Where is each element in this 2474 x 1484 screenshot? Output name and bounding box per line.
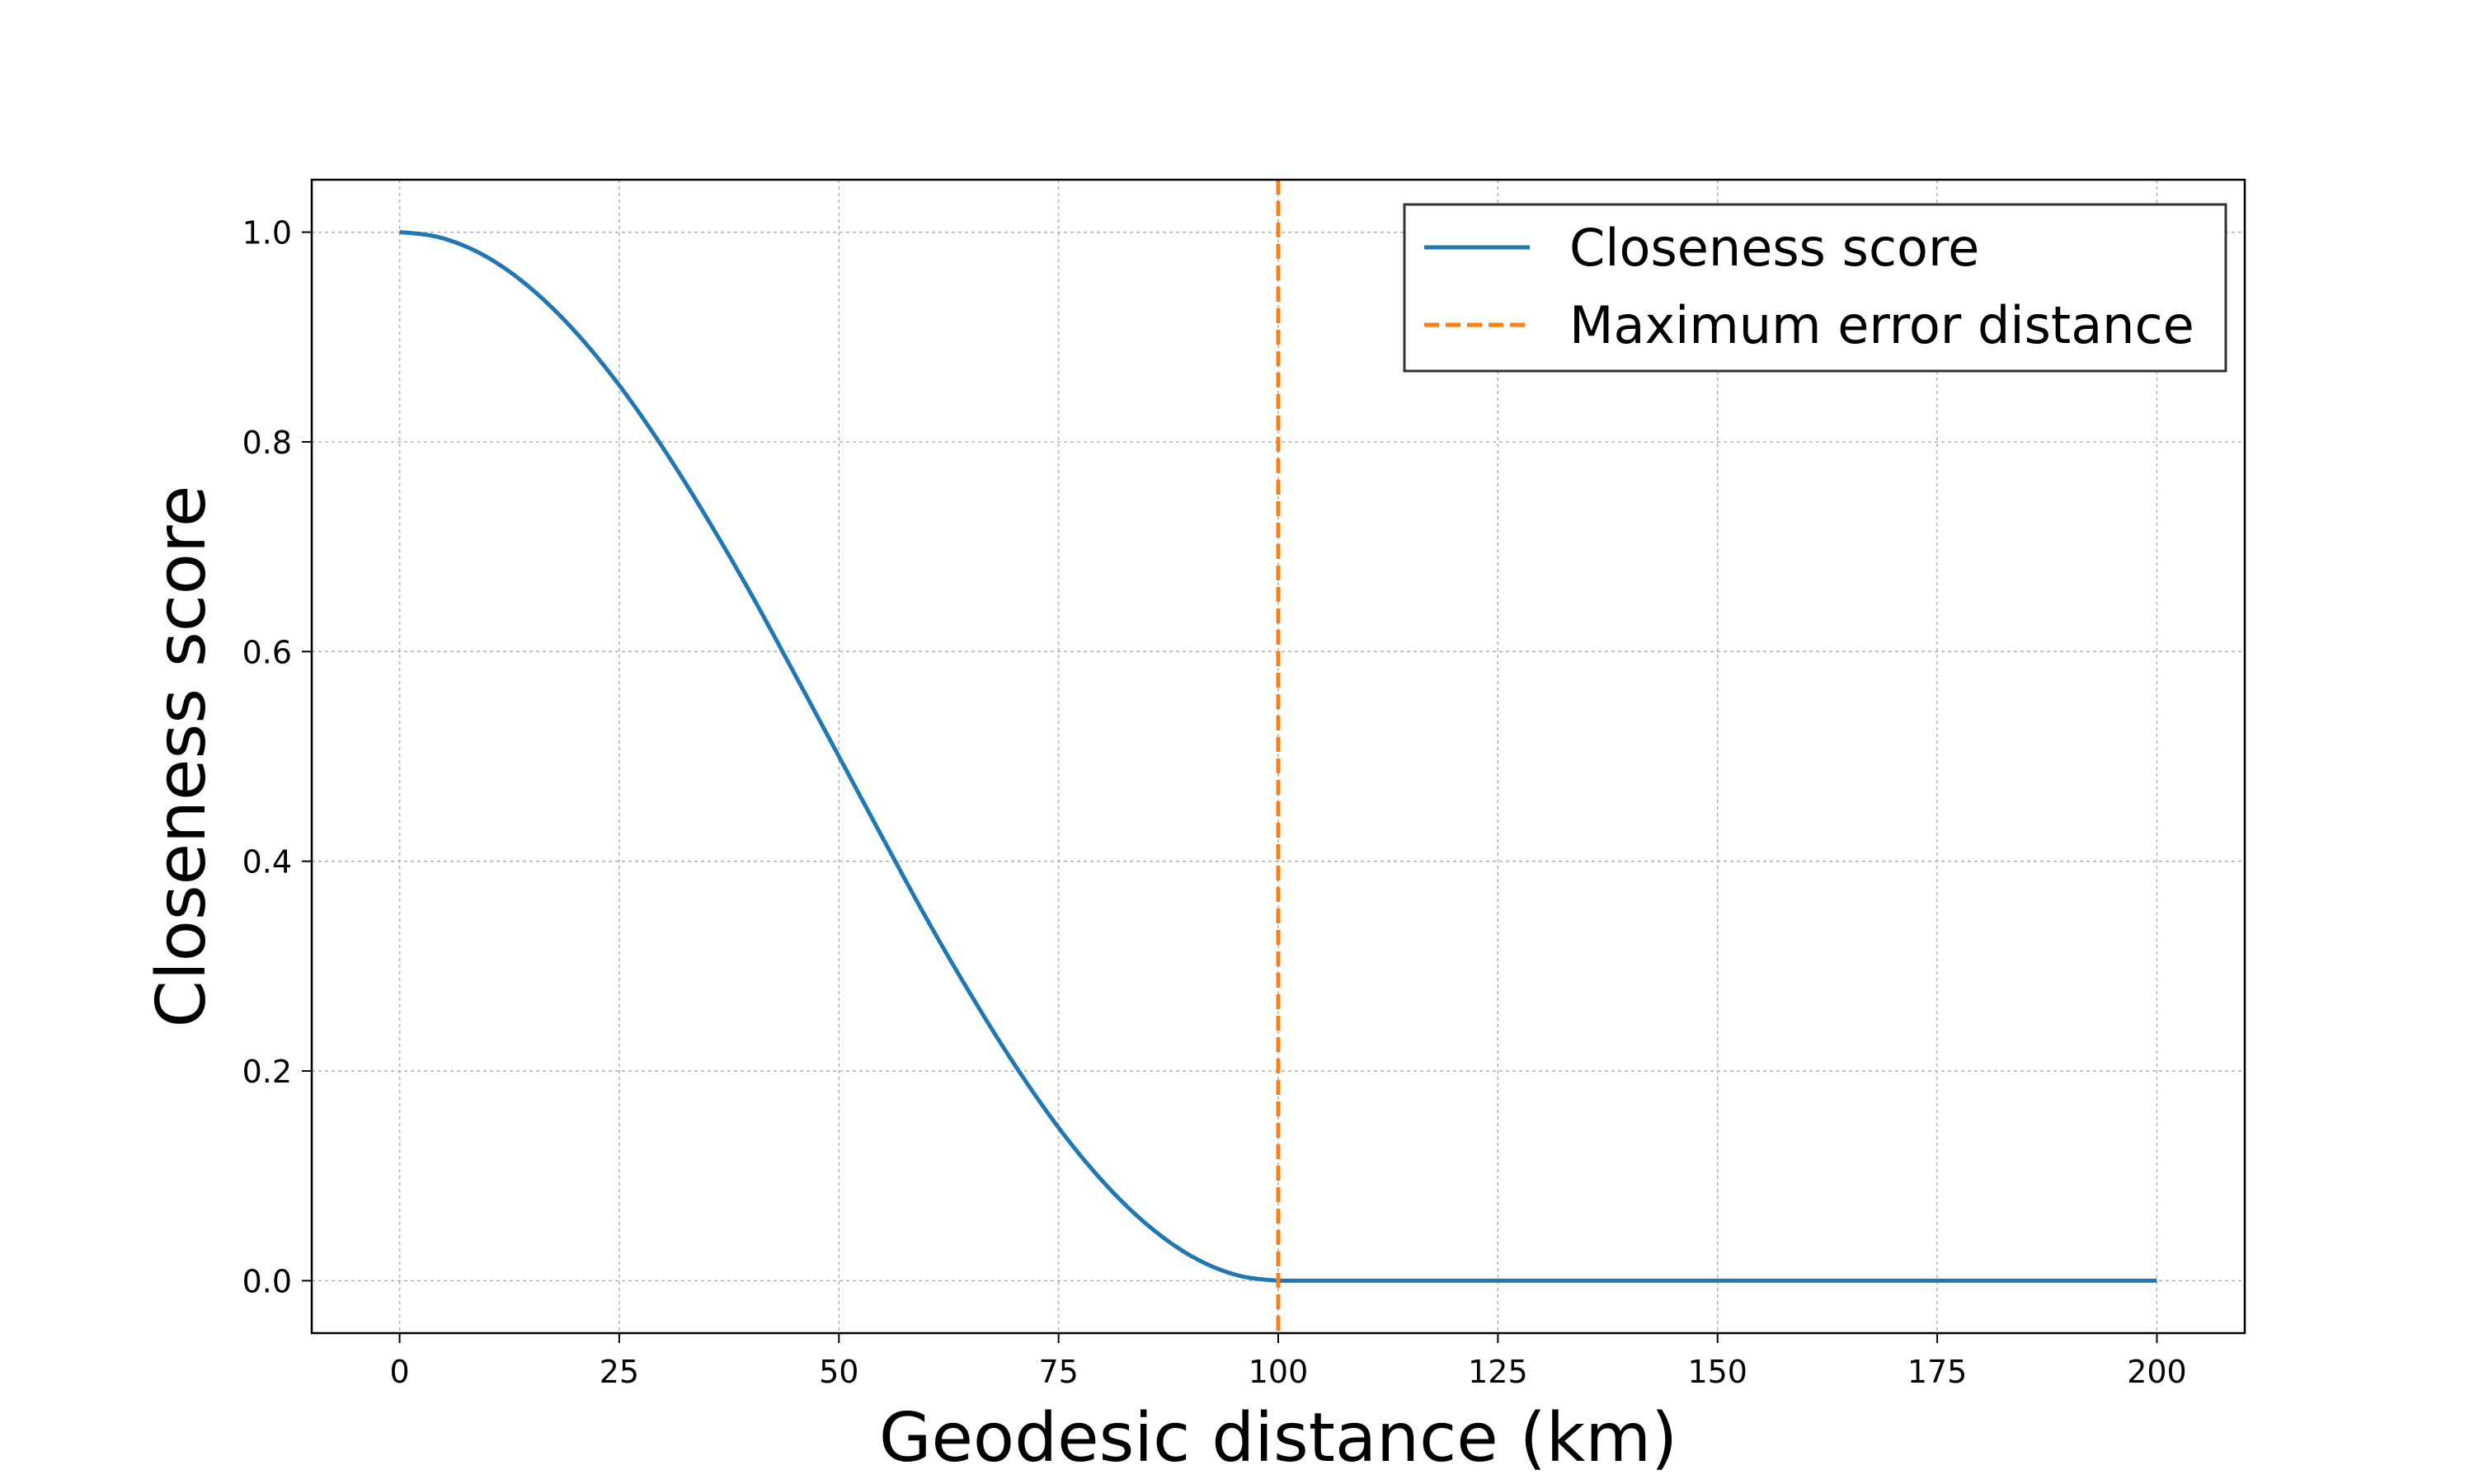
x-tick-label: 150	[1687, 1354, 1747, 1390]
legend: Closeness score Maximum error distance	[1403, 203, 2227, 373]
series-layer	[399, 180, 2157, 1333]
legend-label: Maximum error distance	[1569, 295, 2194, 355]
x-tick-label: 75	[1038, 1354, 1078, 1390]
x-axis-title: Geodesic distance (km)	[879, 1399, 1677, 1477]
y-tick-label: 0.2	[242, 1054, 292, 1090]
y-tick-label: 1.0	[242, 215, 292, 251]
y-tick-label: 0.8	[242, 425, 292, 461]
y-tick-label: 0.0	[242, 1263, 292, 1299]
x-tick-label: 0	[389, 1354, 409, 1390]
y-tick-label: 0.6	[242, 634, 292, 670]
x-tick-label: 50	[819, 1354, 858, 1390]
y-axis-title: Closeness score	[143, 486, 221, 1028]
x-tick-label: 200	[2127, 1354, 2187, 1390]
axis-ticks: 0 25 50 75 100 125 150 175 200 0.0 0.2 0.4 0.6 0.8 1.0	[242, 215, 2187, 1390]
x-tick-label: 100	[1249, 1354, 1309, 1390]
legend-label: Closeness score	[1569, 218, 1979, 278]
closeness-score-line	[399, 230, 2157, 1283]
x-tick-label: 25	[600, 1354, 639, 1390]
x-tick-label: 125	[1468, 1354, 1528, 1390]
y-tick-label: 0.4	[242, 844, 292, 881]
legend-box	[1403, 203, 2227, 373]
x-tick-label: 175	[1907, 1354, 1968, 1390]
